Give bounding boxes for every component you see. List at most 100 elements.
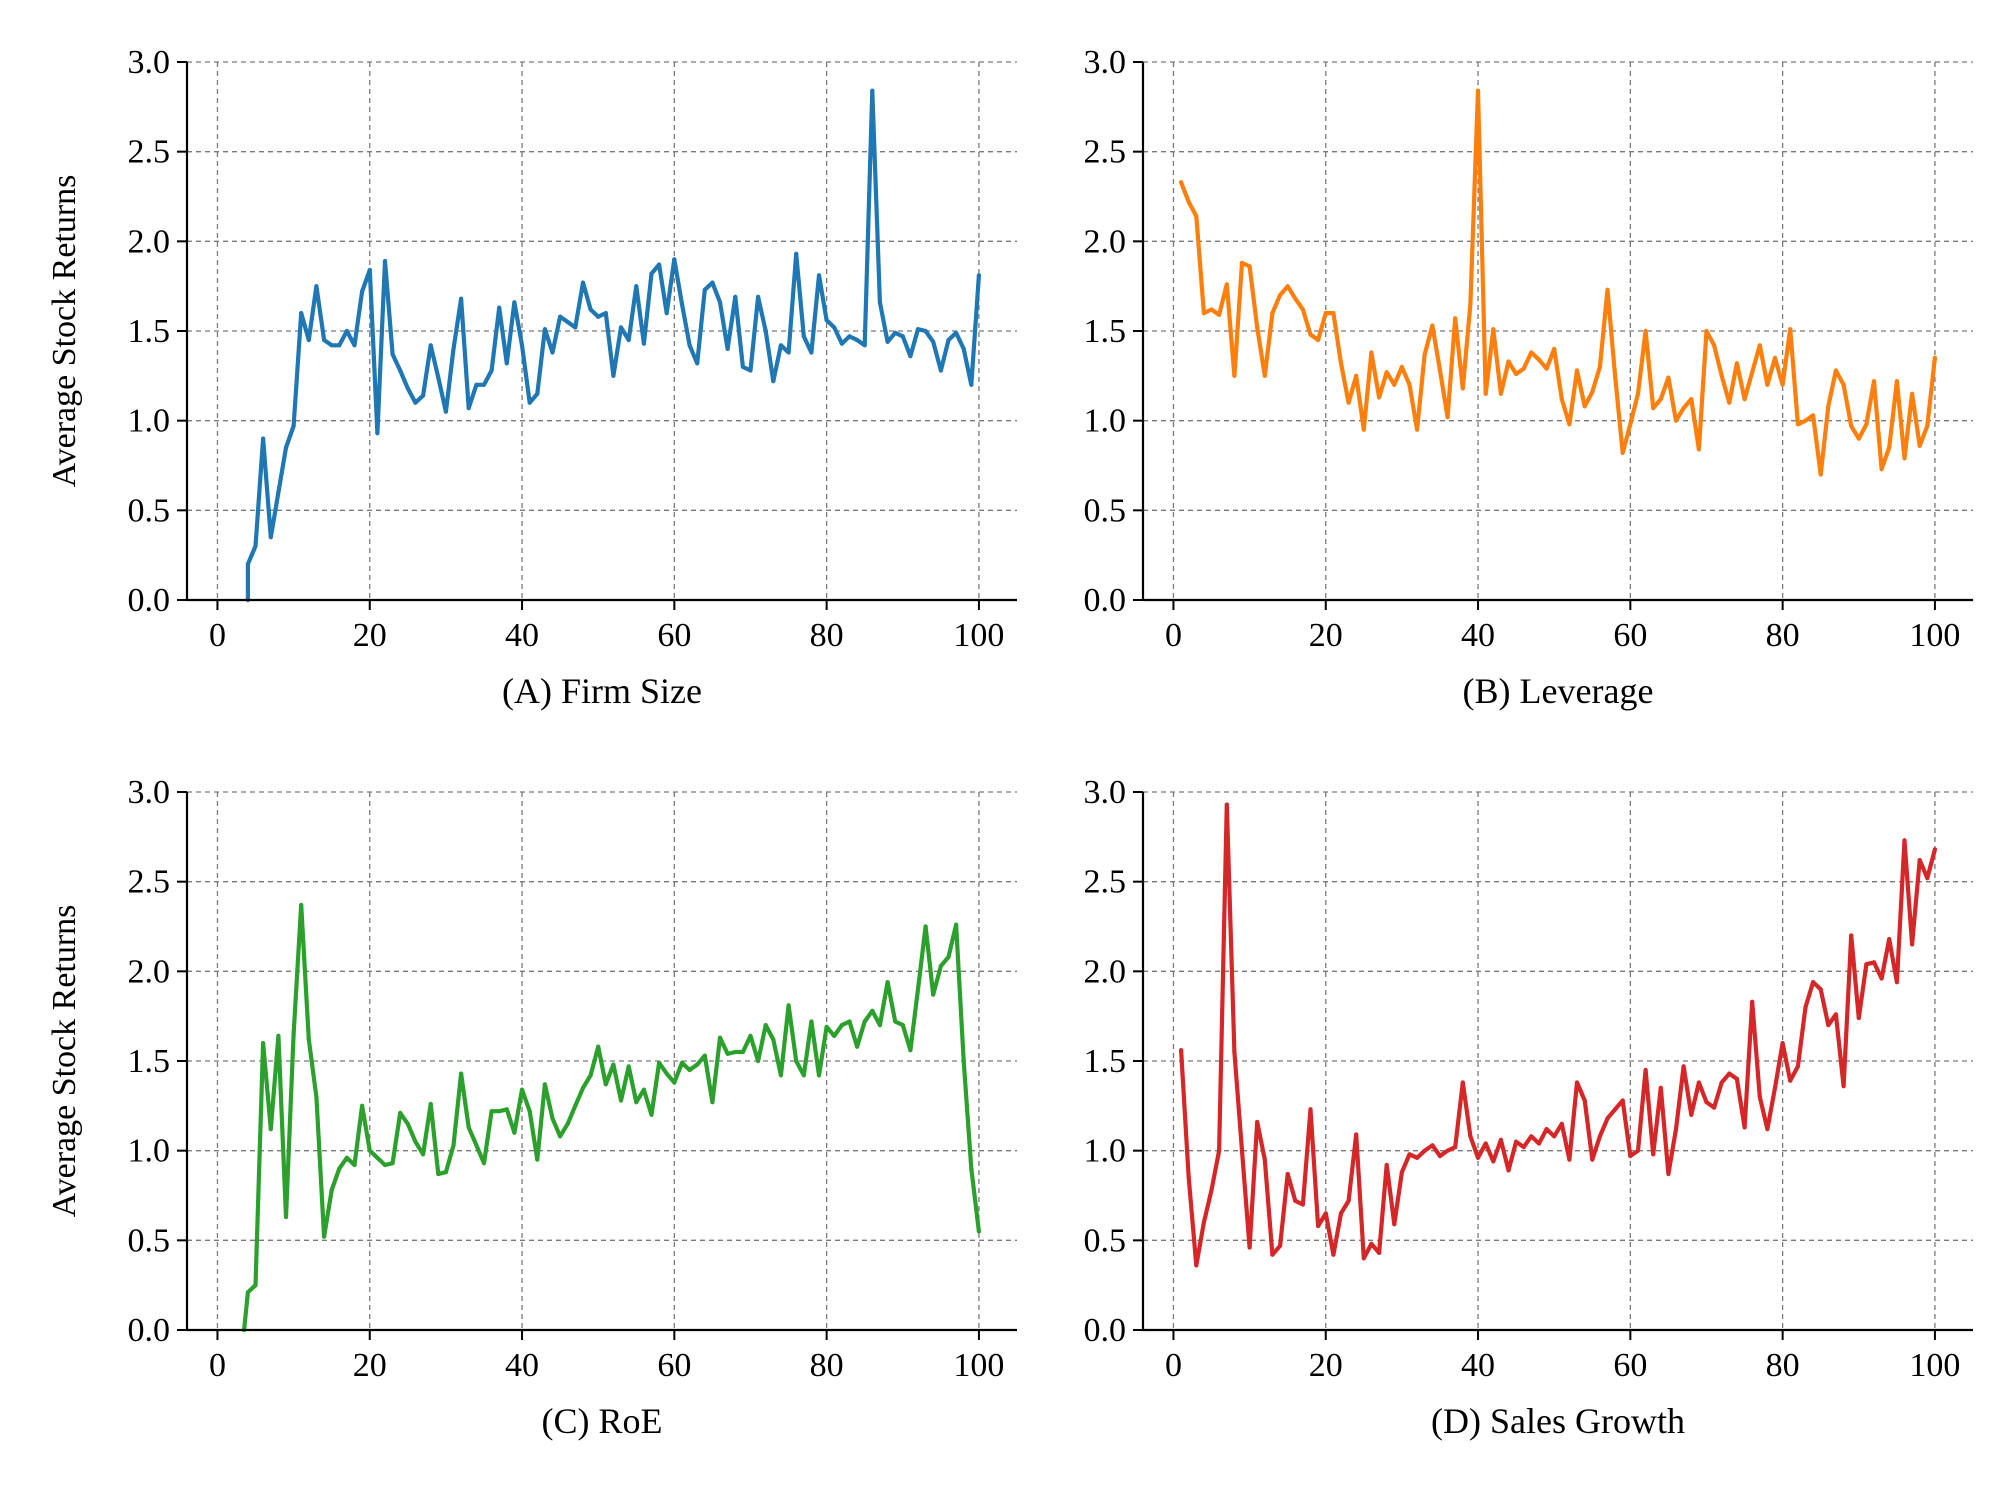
panel-a-data-point bbox=[969, 382, 974, 387]
panel-d-data-point bbox=[1361, 1256, 1366, 1261]
panel-a-data-point bbox=[588, 307, 593, 312]
panel-b-data-point bbox=[1323, 311, 1328, 316]
panel-a-data-point bbox=[915, 327, 921, 332]
panel-a-ytick-label: 0.5 bbox=[128, 492, 171, 529]
panel-a-data-point bbox=[512, 300, 517, 305]
panel-a-data-point bbox=[855, 337, 860, 343]
panel-c-data-point bbox=[778, 1073, 784, 1078]
panel-c-data-point bbox=[634, 1100, 639, 1105]
panel-a-data-point bbox=[261, 436, 266, 441]
panel-d-data-point bbox=[1453, 1145, 1458, 1150]
panel-b-data-point bbox=[1346, 400, 1351, 405]
panel-a-ytick-label: 3.0 bbox=[128, 44, 171, 81]
panel-d-data-point bbox=[1475, 1155, 1481, 1160]
panel-a-data-point bbox=[291, 423, 296, 429]
panel-c-ytick-label: 1.5 bbox=[128, 1043, 171, 1080]
panel-b-data-point bbox=[1475, 88, 1481, 93]
panel-d-data-point bbox=[1270, 1252, 1275, 1257]
panel-b-data-point bbox=[1293, 296, 1298, 301]
panel-b-data-point bbox=[1445, 415, 1450, 420]
panel-c-data-point bbox=[588, 1073, 593, 1078]
panel-b-data-point bbox=[1902, 456, 1907, 461]
panel-b-data-point bbox=[1361, 427, 1366, 432]
panel-a-data-point bbox=[421, 393, 426, 398]
panel-b-data-point bbox=[1582, 404, 1587, 409]
panel-a-data-point bbox=[641, 341, 647, 346]
panel-b-data-point bbox=[1194, 214, 1199, 219]
panel-a-data-point bbox=[976, 273, 982, 278]
panel-d-data-point bbox=[1925, 876, 1930, 881]
panel-a-data-point bbox=[573, 325, 578, 330]
panel-c-data-point bbox=[261, 1041, 266, 1046]
panel-a-data-point bbox=[634, 284, 639, 289]
panel-d-xtick-label: 0 bbox=[1165, 1347, 1182, 1384]
panel-b-data-point bbox=[1613, 373, 1618, 378]
panel-a-data-point bbox=[337, 343, 342, 348]
panel-b-data-point bbox=[1399, 364, 1404, 369]
panel-b-data-point bbox=[1574, 368, 1580, 373]
panel-c-data-point bbox=[839, 1023, 845, 1028]
panel-b-data-point bbox=[1300, 307, 1305, 312]
panel-d-data-point bbox=[1780, 1041, 1785, 1046]
panel-a-data-point bbox=[664, 311, 669, 316]
panel-d-data-point bbox=[1331, 1252, 1336, 1257]
panel-d-data-point bbox=[1468, 1134, 1473, 1139]
panel-b-data-point bbox=[1514, 371, 1519, 377]
panel-a-data-point bbox=[276, 490, 281, 495]
panel-d-data-point bbox=[1430, 1143, 1435, 1148]
panel-b-data-point bbox=[1849, 423, 1854, 429]
panel-a-xtick-label: 100 bbox=[953, 617, 1004, 654]
panel-a-data-point bbox=[565, 319, 570, 325]
panel-c-data-point bbox=[816, 1073, 822, 1078]
panel-a-data-point bbox=[832, 325, 837, 330]
panel-d-data-point bbox=[1491, 1159, 1496, 1164]
panel-c-data-point bbox=[337, 1166, 342, 1171]
panel-b-data-point bbox=[1788, 327, 1793, 332]
panel-d-data-point bbox=[1407, 1152, 1412, 1157]
panel-a-data-point bbox=[390, 352, 395, 357]
panel-c-data-point bbox=[398, 1110, 403, 1116]
panel-a-data-point bbox=[527, 400, 532, 405]
panel-d-data-point bbox=[1734, 1076, 1739, 1081]
panel-a-ytick-label: 2.0 bbox=[128, 223, 171, 260]
panel-b-data-point bbox=[1247, 264, 1252, 269]
panel-c-ytick-label: 0.5 bbox=[128, 1222, 171, 1259]
panel-b-data-point bbox=[1232, 373, 1237, 378]
panel-a-data-point bbox=[778, 343, 784, 348]
panel-d-data-point bbox=[1552, 1134, 1557, 1139]
panel-b-data-point bbox=[1856, 436, 1861, 441]
panel-a-data-point bbox=[314, 284, 319, 289]
panel-c-data-point bbox=[519, 1087, 525, 1092]
panel-a-xtick-label: 20 bbox=[353, 617, 387, 654]
panel-c-data-point bbox=[900, 1023, 905, 1028]
panel-b-data-point bbox=[1384, 370, 1389, 375]
panel-d-data-point bbox=[1879, 976, 1884, 981]
panel-c-data-point bbox=[893, 1019, 898, 1024]
panel-c-data-point bbox=[535, 1157, 540, 1162]
panel-b-data-point bbox=[1186, 199, 1191, 204]
panel-c-data-point bbox=[885, 980, 890, 985]
panel-a-data-point bbox=[603, 311, 608, 316]
panel-a-xtick-label: 0 bbox=[209, 617, 226, 654]
panel-c-data-point bbox=[794, 1058, 799, 1064]
panel-c-data-point bbox=[672, 1080, 677, 1085]
panel-d-data-point bbox=[1818, 987, 1823, 992]
panel-a-caption: (A) Firm Size bbox=[502, 671, 702, 711]
panel-a-data-point bbox=[413, 400, 418, 405]
panel-b-series-line bbox=[1178, 88, 1938, 477]
panel-b-ytick-label: 1.5 bbox=[1084, 313, 1127, 350]
panel-c-data-point bbox=[931, 992, 936, 997]
panel-d-data-point bbox=[1422, 1148, 1427, 1153]
panel-c-data-point bbox=[580, 1085, 586, 1090]
panel-d-data-point bbox=[1217, 1148, 1222, 1153]
panel-b-ytick-label: 0.0 bbox=[1084, 582, 1127, 619]
panel-b-data-point bbox=[1453, 316, 1458, 321]
panel-c: 0.0 0.5 1.0 1.5 2.0 2.5 3.0 0 20 40 60 80 100 (C) RoE… bbox=[46, 774, 1017, 1441]
panel-d-data-point bbox=[1605, 1116, 1610, 1121]
panel-d-data-point bbox=[1689, 1112, 1694, 1117]
panel-a-series-line bbox=[245, 88, 982, 603]
panel-b-xtick-label: 60 bbox=[1613, 617, 1647, 654]
panel-d-data-point bbox=[1765, 1127, 1770, 1132]
panel-d-data-point bbox=[1856, 1015, 1861, 1021]
panel-a-data-point bbox=[329, 343, 334, 348]
